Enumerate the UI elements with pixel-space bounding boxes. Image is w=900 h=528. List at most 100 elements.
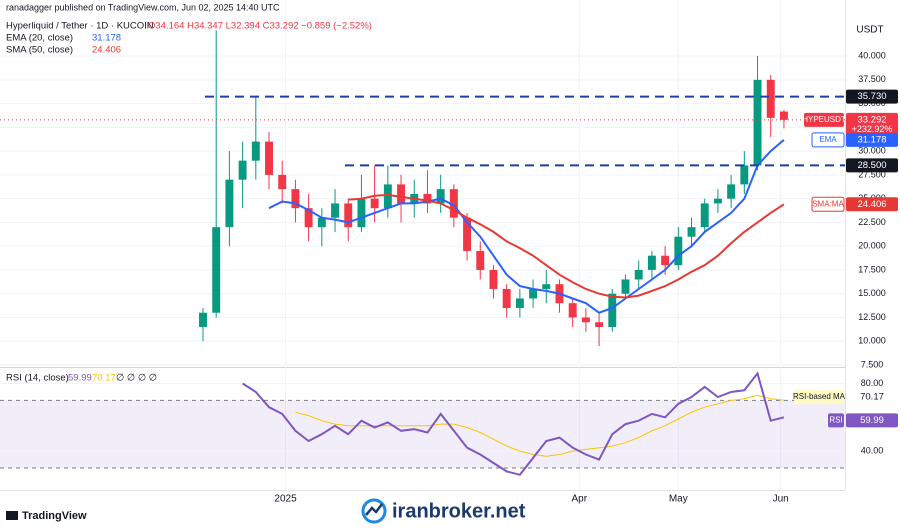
candle-body <box>449 189 458 218</box>
series-tag-name: EMA <box>819 135 837 144</box>
symbol-box <box>804 112 844 127</box>
y-tick-label: 80.00 <box>861 378 884 388</box>
candle-body <box>647 255 656 270</box>
level-label-box <box>846 158 898 173</box>
y-tick-label: 40.00 <box>861 446 884 456</box>
candle-body <box>304 208 313 228</box>
publisher: ranadagger published on TradingView.com,… <box>6 2 280 12</box>
series-tag-box <box>846 197 898 212</box>
rsi-band <box>0 400 845 469</box>
series-tag-name-box <box>828 413 844 428</box>
y-tick-label: 17.500 <box>858 264 886 274</box>
candle-body <box>753 79 762 166</box>
y-tick-label: 7.500 <box>861 359 884 369</box>
series-tag-box <box>846 413 898 428</box>
candle-body <box>357 198 366 228</box>
candle-body <box>713 198 722 204</box>
series-tag-box <box>846 132 898 147</box>
candle-body <box>700 203 709 228</box>
series-line <box>348 193 785 299</box>
series-tag-name: RSI <box>829 415 842 424</box>
candle-body <box>634 269 643 280</box>
candle-body <box>423 193 432 204</box>
x-tick-label: May <box>669 494 688 505</box>
x-tick-label: 2025 <box>274 494 297 505</box>
ohlc-label: O34.164 H34.347 L32.394 C33.292 −0.859 (… <box>148 21 372 32</box>
y-tick-label: 12.500 <box>858 312 886 322</box>
footer-brand: TradingView <box>22 510 87 522</box>
y-tick-label: 10.000 <box>858 336 886 346</box>
candle-body <box>199 312 207 327</box>
candle-body <box>225 179 234 228</box>
series-tag-value: 59.99 <box>860 415 884 426</box>
candle-body <box>463 217 472 251</box>
footer-logo <box>6 511 18 520</box>
candle-body <box>727 184 736 199</box>
currency: USDT <box>856 25 883 36</box>
legend-value: 70.17 <box>92 373 116 384</box>
candle-body <box>265 141 273 175</box>
candle-body <box>291 189 300 209</box>
x-tick-label: Apr <box>572 494 588 505</box>
candle-body <box>608 293 617 327</box>
y-tick-label: 15.000 <box>858 288 886 298</box>
last-price-change: +232.92% <box>852 124 893 134</box>
series-tag-name: SMA:MA <box>812 199 844 208</box>
series-line <box>268 139 785 314</box>
legend-name: SMA (50, close) <box>6 45 73 56</box>
candle-body <box>502 288 511 308</box>
candle-body <box>331 203 339 218</box>
series-tag-value: 24.406 <box>857 199 886 210</box>
series-line <box>242 371 785 476</box>
candle-body <box>436 189 445 204</box>
level-label: 28.500 <box>857 160 886 171</box>
x-tick-label: Jun <box>773 494 789 505</box>
series-tag-name: RSI-based MA <box>793 392 846 401</box>
candle-body <box>542 284 551 289</box>
series-tag-box <box>846 390 898 405</box>
candle-body <box>212 227 221 313</box>
watermark: iranbroker.net <box>392 500 526 522</box>
level-label: 35.730 <box>857 91 886 102</box>
candle-body <box>370 198 379 209</box>
y-tick-label: 22.500 <box>858 217 886 227</box>
candle-body <box>344 203 353 228</box>
y-tick-label: 27.500 <box>858 169 886 179</box>
watermark-logo <box>361 498 387 524</box>
candle-body <box>515 298 524 308</box>
symbol-label: HYPEUSDT <box>802 115 846 124</box>
candle-body <box>687 227 696 237</box>
candle-body <box>740 165 749 185</box>
series-tag-value: 31.178 <box>857 134 886 145</box>
candle-body <box>779 111 788 120</box>
legend-extras: ∅ ∅ ∅ ∅ <box>116 373 157 384</box>
y-tick-label: 37.500 <box>858 74 886 84</box>
candle-body <box>238 160 247 180</box>
series-tag-name-box <box>811 196 845 212</box>
candle-body <box>621 279 630 294</box>
candle-body <box>529 288 538 299</box>
legend-value: 31.178 <box>92 33 121 44</box>
candle-body <box>581 317 590 323</box>
series-tag-value: 70.17 <box>860 392 884 403</box>
y-tick-label: 40.000 <box>858 50 886 60</box>
series-tag-name-box <box>811 132 845 148</box>
level-label-box <box>846 89 898 104</box>
candle-body <box>251 141 260 161</box>
y-tick-label: 20.000 <box>858 241 886 251</box>
candle-body <box>568 303 577 318</box>
last-price-label: 33.292 <box>857 114 886 125</box>
candle-body <box>476 250 485 270</box>
candle-body <box>317 217 326 228</box>
candle-body <box>278 174 287 190</box>
candle-body <box>766 79 775 118</box>
y-tick-label: 30.000 <box>858 146 886 156</box>
chart-title: RSI (14, close) <box>6 373 69 384</box>
legend-value: 59.99 <box>68 373 92 384</box>
legend-name: EMA (20, close) <box>6 33 73 44</box>
candle-body <box>661 255 670 266</box>
candle-body <box>674 236 683 266</box>
chart-title: Hyperliquid / Tether · 1D · KUCOIN <box>6 21 154 32</box>
